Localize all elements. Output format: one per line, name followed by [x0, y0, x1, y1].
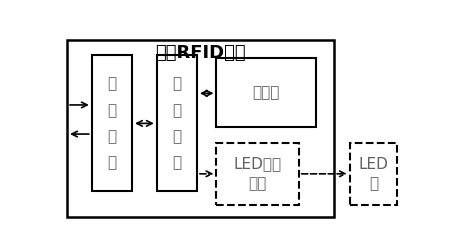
Bar [157, 55, 197, 191]
Text: 制: 制 [172, 103, 182, 118]
Text: LED驱动: LED驱动 [234, 157, 282, 172]
Text: 无源RFID标签: 无源RFID标签 [155, 44, 246, 61]
Text: 灯: 灯 [369, 176, 378, 191]
Text: 射: 射 [107, 77, 116, 91]
Bar [350, 143, 397, 205]
Text: 块: 块 [107, 155, 116, 170]
Bar [67, 40, 334, 216]
Bar [217, 58, 316, 127]
Bar [217, 143, 299, 205]
Bar [92, 55, 132, 191]
Text: 频: 频 [107, 103, 116, 118]
Text: 模: 模 [107, 129, 116, 144]
Text: 控: 控 [172, 77, 182, 91]
Text: LED: LED [358, 157, 388, 172]
Text: 单元: 单元 [249, 176, 267, 191]
Text: 存储器: 存储器 [253, 85, 280, 100]
Text: 模: 模 [172, 129, 182, 144]
Text: 块: 块 [172, 155, 182, 170]
